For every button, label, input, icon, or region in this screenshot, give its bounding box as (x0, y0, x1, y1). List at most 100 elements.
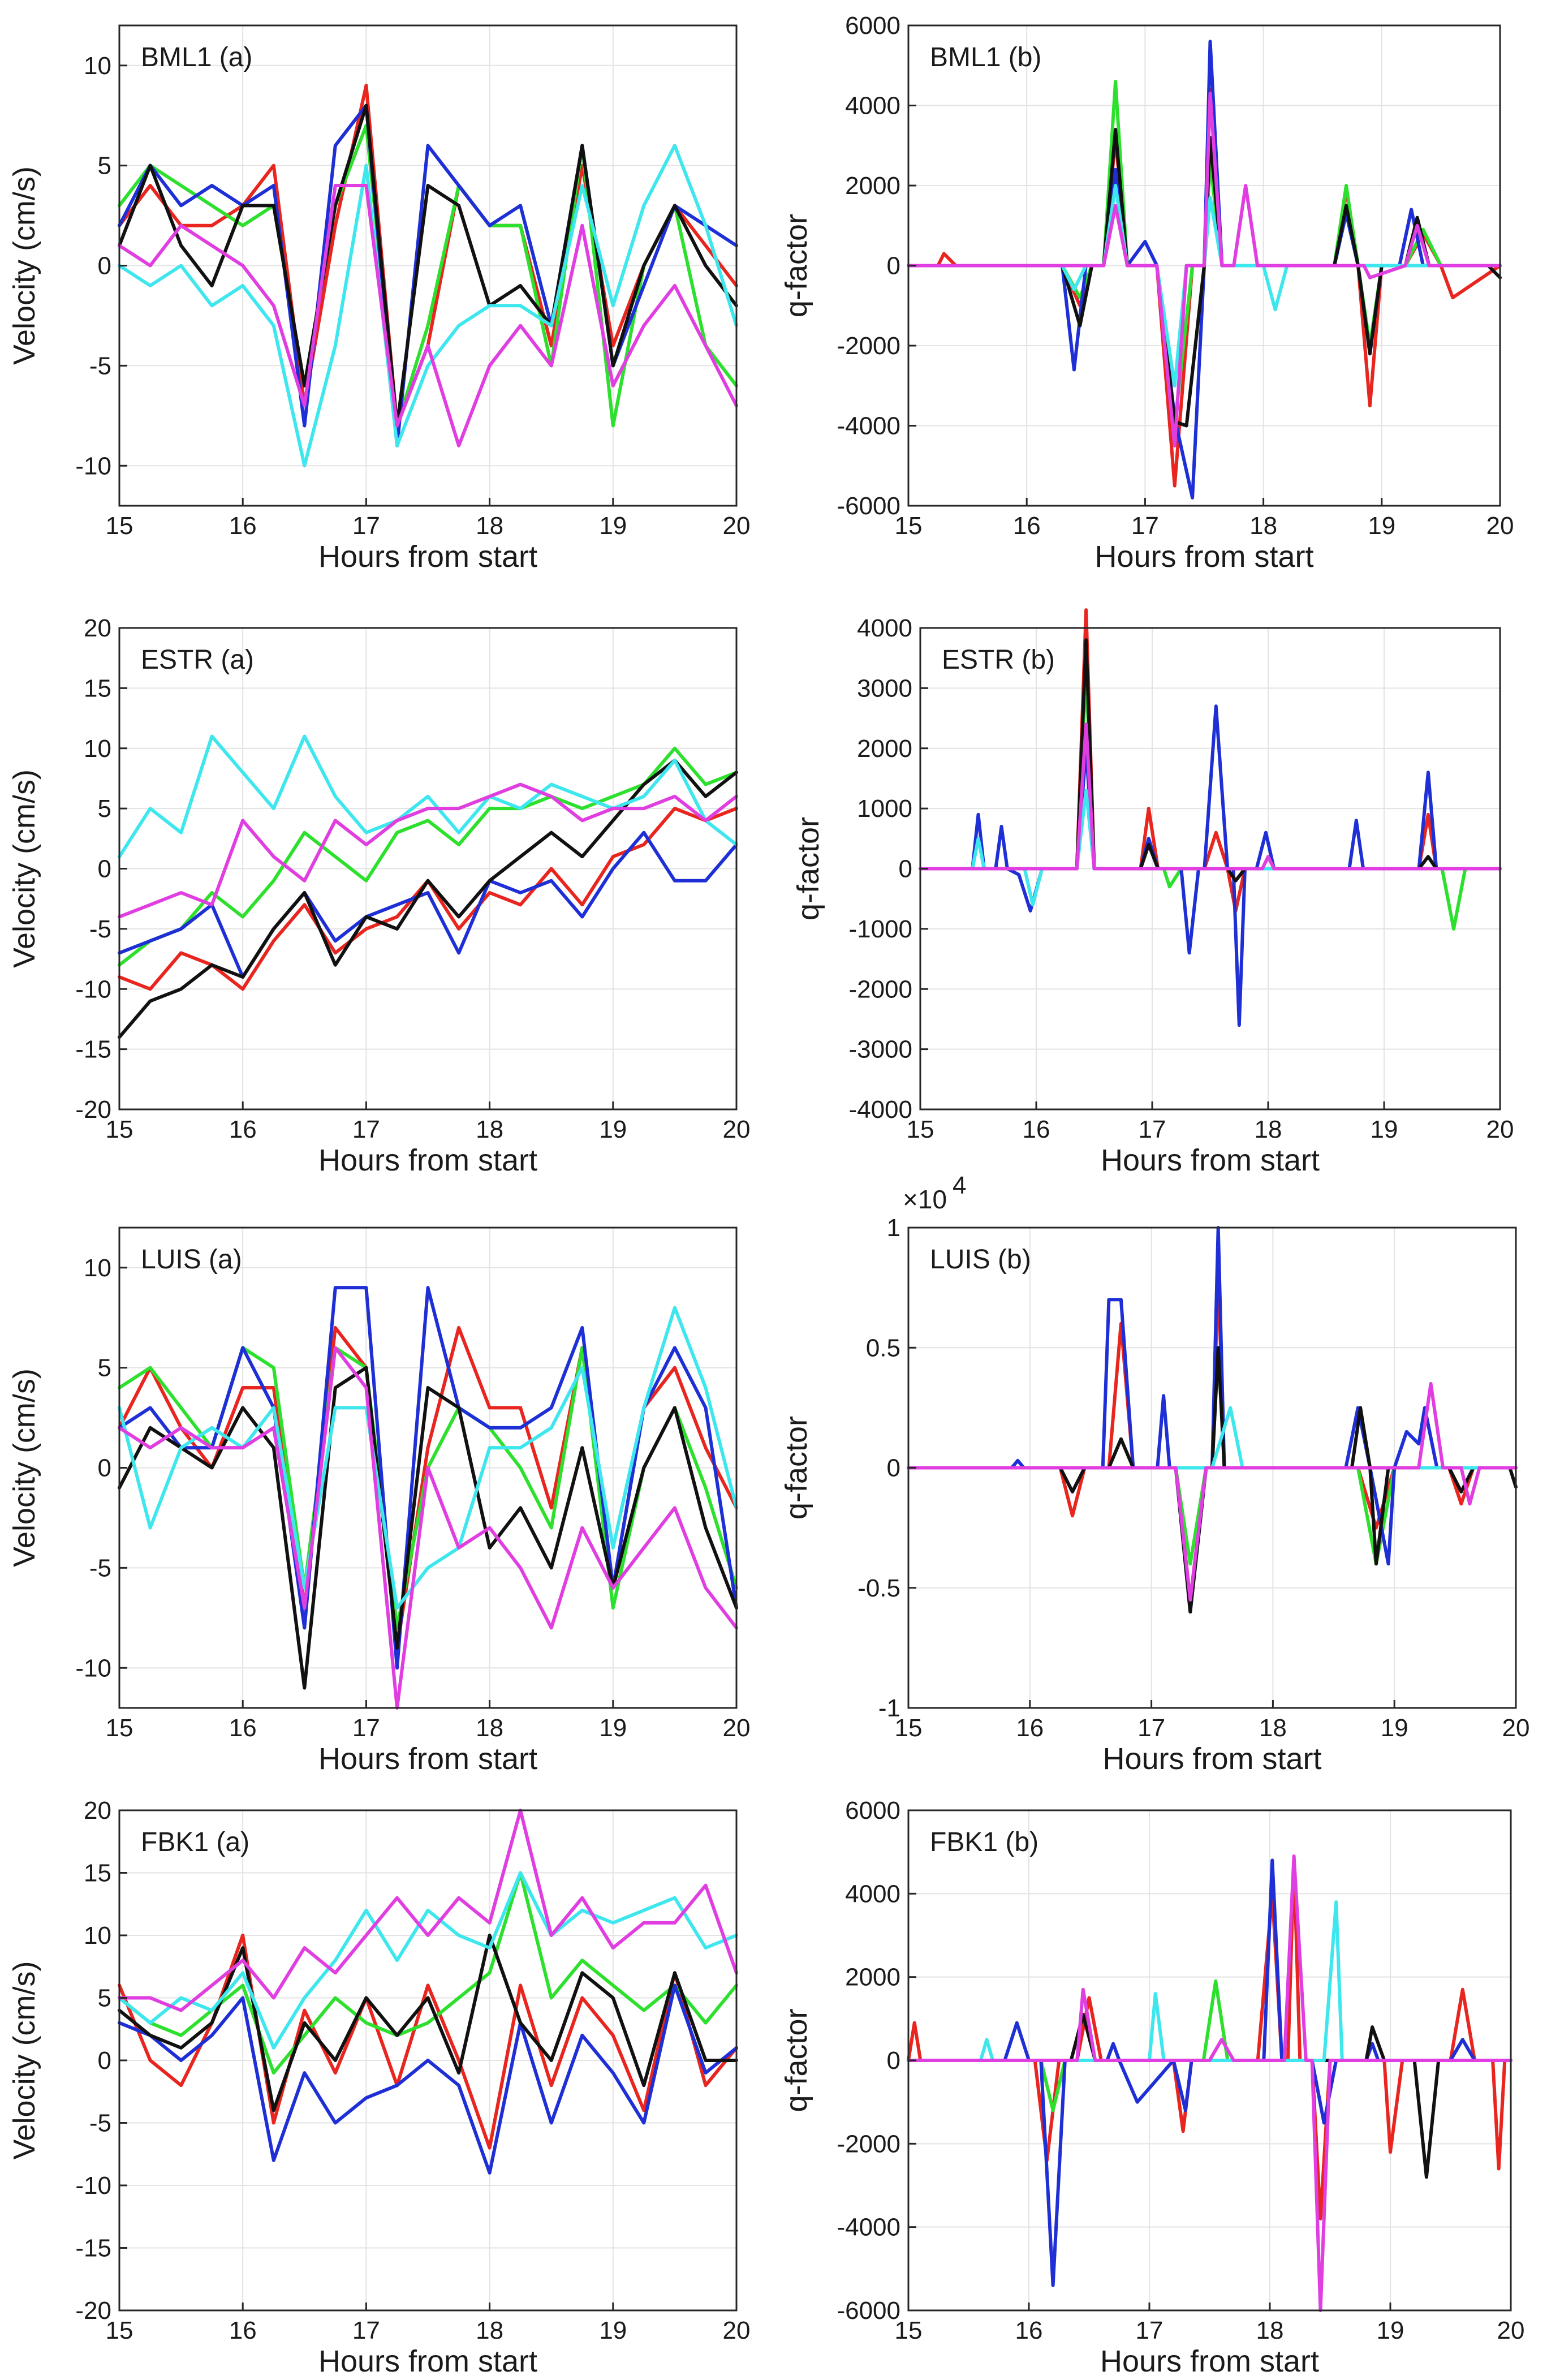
y-tick-label: 0 (98, 855, 111, 883)
y-tick-label: 4000 (857, 614, 912, 642)
x-tick-label: 20 (723, 1714, 751, 1742)
y-tick-label: 0 (899, 855, 912, 883)
series-line-cyan (907, 1900, 1512, 2062)
series-line-magenta (919, 722, 1502, 871)
y-tick-label: 5 (98, 152, 111, 180)
x-axis-label: Hours from start (318, 540, 537, 574)
y-tick-label: -5 (89, 352, 111, 380)
x-tick-label: 17 (1136, 2317, 1164, 2344)
y-tick-label: 6000 (845, 12, 900, 40)
series-line-green (118, 123, 738, 428)
x-tick-label: 16 (1015, 2317, 1043, 2344)
series-line-cyan (118, 144, 738, 468)
x-tick-label: 15 (895, 1714, 923, 1742)
panel-5: 15 16 17 18 19 20 -10 -5 0 5 10 Hours from start Vel… (7, 1226, 751, 1776)
panel-4: 15 16 17 18 19 20 -4000 -3000 -2000 -1000 0 1000 200… (791, 608, 1514, 1177)
x-axis-label: Hours from start (1100, 2344, 1319, 2378)
y-tick-label: 3000 (857, 674, 912, 702)
x-tick-label: 20 (723, 1116, 751, 1143)
y-tick-label: 4000 (845, 92, 900, 120)
y-tick-label: 5 (98, 1985, 111, 2012)
series-line-cyan (118, 1871, 738, 2050)
panel-3: 15 16 17 18 19 20 -20 -15 -10 -5 0 5 10 15 20 Hours fro… (7, 614, 750, 1177)
x-tick-label: 20 (723, 512, 751, 540)
panel-title: BML1 (b) (930, 42, 1041, 72)
x-tick-label: 19 (599, 1116, 627, 1143)
panel-title: LUIS (b) (930, 1245, 1031, 1275)
x-tick-label: 15 (106, 2317, 133, 2344)
y-tick-label: -20 (75, 1096, 111, 1124)
x-tick-label: 15 (106, 512, 133, 540)
x-tick-label: 15 (106, 1116, 133, 1143)
y-tick-label: -6000 (837, 2297, 900, 2325)
x-tick-label: 18 (476, 1714, 503, 1742)
x-tick-label: 16 (229, 1714, 257, 1742)
x-tick-label: 17 (1131, 512, 1159, 540)
scale-factor-label: ×10 (903, 1185, 947, 1214)
panel-title: FBK1 (a) (141, 1827, 249, 1857)
y-tick-label: -20 (75, 2297, 111, 2325)
x-tick-label: 19 (1368, 512, 1395, 540)
x-tick-label: 15 (895, 2317, 923, 2344)
y-tick-label: 2000 (845, 1964, 900, 1991)
series-line-magenta (118, 1346, 738, 1710)
x-tick-label: 15 (907, 1116, 934, 1143)
x-tick-label: 16 (1013, 512, 1041, 540)
y-tick-label: 1000 (857, 795, 912, 823)
y-tick-label: 15 (84, 674, 111, 702)
x-tick-label: 19 (1377, 2317, 1404, 2344)
x-tick-label: 16 (229, 1116, 257, 1143)
x-tick-label: 17 (352, 1714, 380, 1742)
series-line-magenta (907, 1854, 1512, 2312)
x-tick-label: 16 (229, 2317, 257, 2344)
y-tick-label: -4000 (837, 2214, 900, 2241)
panel-title: FBK1 (b) (930, 1827, 1038, 1857)
panel-7: 15 16 17 18 19 20 -20 -15 -10 -5 0 5 10 15 20 Hours fro… (7, 1797, 750, 2378)
y-tick-label: -5 (89, 2110, 111, 2137)
y-tick-label: -2000 (837, 332, 900, 360)
y-axis-label: Velocity (cm/s) (7, 769, 41, 968)
x-tick-label: 20 (1502, 1714, 1530, 1742)
y-tick-label: 2000 (845, 172, 900, 200)
y-tick-label: -1000 (848, 915, 912, 943)
y-tick-label: -5 (89, 1554, 111, 1582)
y-tick-label: 0.5 (866, 1334, 900, 1362)
y-tick-label: 0 (98, 1454, 111, 1482)
y-tick-label: -6000 (837, 492, 900, 520)
series-line-cyan (919, 789, 1502, 907)
y-axis-label: Velocity (cm/s) (7, 1961, 41, 2159)
series-line-cyan (118, 734, 738, 859)
series-line-blue (118, 830, 738, 979)
y-axis-label: q-factor (791, 817, 825, 920)
x-tick-label: 17 (1137, 1714, 1165, 1742)
y-tick-label: 4000 (845, 1880, 900, 1908)
y-tick-label: 10 (84, 735, 111, 763)
x-tick-label: 19 (599, 1714, 627, 1742)
x-tick-label: 17 (352, 1116, 380, 1143)
x-tick-label: 18 (1249, 512, 1277, 540)
x-tick-label: 17 (352, 2317, 380, 2344)
y-tick-label: 20 (84, 1797, 111, 1824)
y-axis-label: q-factor (779, 1416, 813, 1520)
x-axis-label: Hours from start (318, 1742, 537, 1776)
y-tick-label: -10 (75, 1654, 111, 1682)
scale-factor-exponent: 4 (953, 1172, 966, 1199)
x-axis-label: Hours from start (1094, 540, 1313, 574)
y-tick-label: 10 (84, 1254, 111, 1282)
y-tick-label: -4000 (848, 1096, 912, 1124)
x-tick-label: 20 (723, 2317, 751, 2344)
y-tick-label: -2000 (848, 975, 912, 1003)
y-tick-label: 10 (84, 1922, 111, 1949)
y-tick-label: -15 (75, 1036, 111, 1064)
x-tick-label: 18 (1256, 2317, 1284, 2344)
x-tick-label: 20 (1486, 512, 1514, 540)
x-tick-label: 16 (229, 512, 257, 540)
panel-title: LUIS (a) (141, 1245, 242, 1275)
series-line-blue (118, 104, 738, 447)
x-tick-label: 19 (1371, 1116, 1398, 1143)
y-tick-label: -15 (75, 2235, 111, 2262)
x-tick-label: 19 (599, 512, 627, 540)
y-tick-label: -4000 (837, 412, 900, 440)
y-tick-label: -1 (878, 1694, 900, 1722)
